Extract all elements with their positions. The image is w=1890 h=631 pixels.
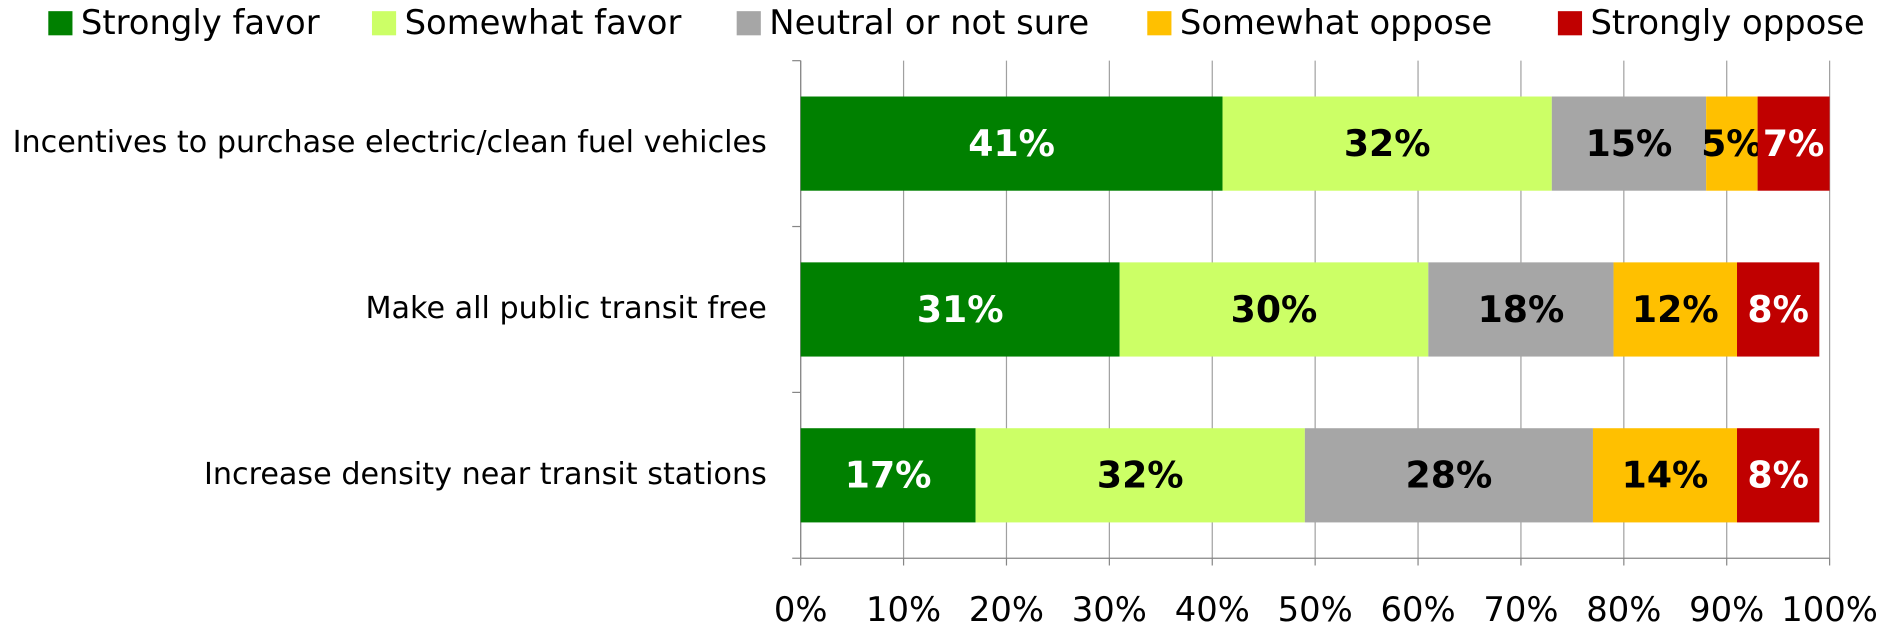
value-label: 15% <box>1586 122 1673 165</box>
legend-swatch <box>1147 11 1172 36</box>
bar-segment <box>1428 262 1614 357</box>
bar-segment <box>1592 428 1738 523</box>
value-label: 5% <box>1701 122 1763 165</box>
value-label: 32% <box>1097 454 1184 497</box>
value-label: 7% <box>1763 122 1825 165</box>
x-tick-label: 70% <box>1483 590 1558 629</box>
bar-segment <box>1119 262 1429 357</box>
category-label: Incentives to purchase electric/clean fu… <box>13 125 767 160</box>
x-tick-label: 30% <box>1072 590 1147 629</box>
x-tick-label: 100% <box>1781 590 1878 629</box>
x-tick-label: 50% <box>1278 590 1353 629</box>
value-label: 8% <box>1747 454 1808 497</box>
legend-label: Strongly oppose <box>1590 3 1864 42</box>
x-tick-label: 80% <box>1586 590 1661 629</box>
value-label: 17% <box>845 454 932 497</box>
value-label: 30% <box>1231 288 1318 331</box>
bar-segment <box>975 428 1305 523</box>
x-tick-label: 60% <box>1380 590 1455 629</box>
x-tick-label: 90% <box>1689 590 1764 629</box>
value-label: 32% <box>1344 122 1431 165</box>
category-label: Increase density near transit stations <box>204 457 767 492</box>
bar-segment <box>800 428 976 523</box>
bar-segment <box>1551 96 1707 191</box>
bar-segment <box>1706 96 1758 191</box>
legend-label: Somewhat oppose <box>1180 3 1492 42</box>
legend-swatch <box>736 11 761 36</box>
value-label: 8% <box>1747 288 1808 331</box>
value-label: 18% <box>1478 288 1565 331</box>
bar-segment <box>1222 96 1552 191</box>
x-tick-label: 40% <box>1175 590 1250 629</box>
bar-segment <box>1304 428 1593 523</box>
x-tick-label: 10% <box>866 590 941 629</box>
legend-swatch <box>48 11 73 36</box>
legend-label: Neutral or not sure <box>769 3 1089 42</box>
bar-segment <box>1757 96 1830 191</box>
category-label: Make all public transit free <box>366 291 767 326</box>
value-label: 28% <box>1406 454 1493 497</box>
bar-segment <box>1737 262 1820 357</box>
bar-segment <box>1613 262 1738 357</box>
value-label: 14% <box>1622 454 1709 497</box>
value-label: 31% <box>917 288 1004 331</box>
legend-swatch <box>1557 11 1583 36</box>
x-tick-label: 20% <box>969 590 1044 629</box>
value-label: 41% <box>968 122 1055 165</box>
legend-swatch <box>371 11 397 36</box>
x-tick-label: 0% <box>774 590 828 629</box>
value-label: 12% <box>1632 288 1719 331</box>
bar-segment <box>800 262 1120 357</box>
bar-segment <box>1737 428 1820 523</box>
legend-label: Somewhat favor <box>405 3 682 42</box>
bar-segment <box>800 96 1223 191</box>
legend-label: Strongly favor <box>81 3 320 42</box>
